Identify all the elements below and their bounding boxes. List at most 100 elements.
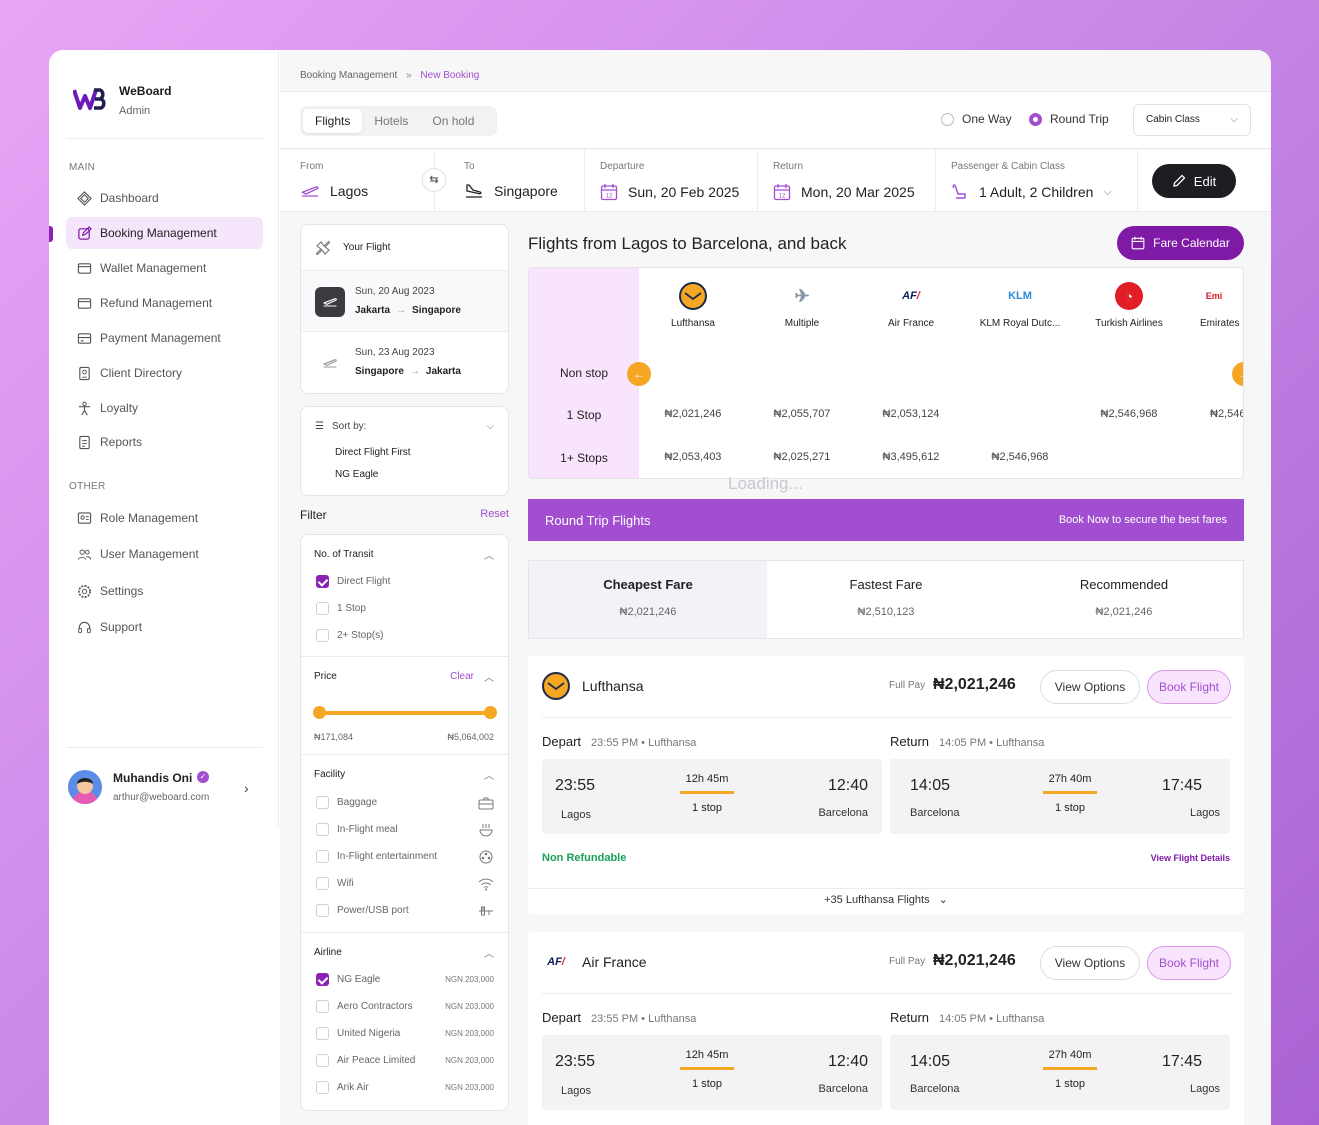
- airline-filter: Airline ︿ NG Eagle NGN 203,000 Aero Cont…: [301, 933, 508, 1111]
- sidebar-item-refund-management[interactable]: Refund Management: [66, 287, 263, 319]
- option-label: In-Flight meal: [337, 824, 398, 835]
- flight-leg[interactable]: Sun, 20 Aug 2023 Jakarta → Singapore: [301, 271, 508, 332]
- airline-option[interactable]: Arik Air: [316, 1081, 369, 1094]
- chevron-up-icon[interactable]: ︿: [484, 673, 494, 684]
- transit-title: No. of Transit: [314, 549, 374, 560]
- fare-calendar-button[interactable]: Fare Calendar: [1117, 226, 1244, 260]
- book-flight-button[interactable]: Book Flight: [1147, 946, 1231, 980]
- matrix-price[interactable]: ₦2,021,246: [664, 408, 722, 420]
- airline-option[interactable]: Aero Contractors: [316, 1000, 413, 1013]
- swap-icon[interactable]: ⇆: [422, 168, 446, 192]
- sidebar-item-settings[interactable]: Settings: [66, 575, 263, 607]
- more-flights-toggle[interactable]: +35 Lufthansa Flights ⌄: [528, 888, 1244, 914]
- sidebar-item-loyalty[interactable]: Loyalty: [66, 392, 263, 424]
- sidebar-item-payment-management[interactable]: Payment Management: [66, 322, 263, 354]
- arrow-left-icon[interactable]: ←: [627, 362, 651, 386]
- from-value: Lagos: [330, 183, 369, 199]
- tab-recommended[interactable]: Recommended ₦2,021,246: [1005, 561, 1243, 638]
- tab-on-hold[interactable]: On hold: [432, 114, 475, 128]
- airline-column-turkish[interactable]: ◔ Turkish Airlines: [1075, 282, 1183, 329]
- matrix-price[interactable]: ₦3,495,612: [882, 451, 940, 463]
- sidebar-item-client-directory[interactable]: Client Directory: [66, 357, 263, 389]
- svg-text:12: 12: [779, 194, 786, 200]
- chevron-up-icon[interactable]: ︿: [484, 949, 494, 960]
- matrix-price[interactable]: ₦2,546: [1210, 408, 1244, 420]
- matrix-price[interactable]: ₦2,546,968: [1100, 408, 1158, 420]
- facility-option[interactable]: Power/USB port: [316, 904, 409, 917]
- sort-option[interactable]: NG Eagle: [335, 469, 379, 480]
- airline-column-emirates[interactable]: Emi Emirates: [1184, 282, 1243, 329]
- one-way-radio[interactable]: One Way: [941, 112, 1012, 126]
- breadcrumb-parent[interactable]: Booking Management: [300, 70, 398, 81]
- tab-cheapest-fare[interactable]: Cheapest Fare ₦2,021,246: [529, 561, 767, 638]
- fare-tab-label: Recommended: [1079, 577, 1169, 592]
- transit-option-1stop[interactable]: 1 Stop: [316, 602, 366, 615]
- reset-button[interactable]: Reset: [480, 508, 509, 520]
- price-slider-max-handle[interactable]: [484, 706, 497, 719]
- airline-column-klm[interactable]: KLM KLM Royal Dutc...: [966, 282, 1074, 329]
- facility-option[interactable]: In-Flight meal: [316, 823, 398, 836]
- outbound-segment[interactable]: 23:55 Lagos 12h 45m 1 stop 12:40 Barcelon…: [542, 759, 882, 834]
- sidebar-item-user-management[interactable]: User Management: [66, 538, 263, 570]
- airline-option[interactable]: United Nigeria: [316, 1027, 400, 1040]
- facility-option[interactable]: Wifi: [316, 877, 354, 890]
- price-slider-track[interactable]: [320, 711, 490, 715]
- matrix-price[interactable]: ₦2,055,707: [773, 408, 831, 420]
- depart-header: Depart 23:55 PM • Lufthansa: [542, 734, 696, 749]
- directory-icon: [79, 366, 90, 380]
- sidebar-item-role-management[interactable]: Role Management: [66, 502, 263, 534]
- to-field[interactable]: To Singapore: [435, 150, 585, 212]
- book-flight-button[interactable]: Book Flight: [1147, 670, 1231, 704]
- sidebar-item-dashboard[interactable]: Dashboard: [66, 182, 263, 214]
- arrow-right-icon[interactable]: →: [1232, 362, 1243, 386]
- tab-flights[interactable]: Flights: [303, 109, 363, 133]
- airline-column-multiple[interactable]: ✈ Multiple: [748, 282, 856, 330]
- sort-card[interactable]: ☰ Sort by: ⌵ Direct Flight First NG Eagle: [300, 406, 509, 496]
- sidebar-item-reports[interactable]: Reports: [66, 426, 263, 458]
- matrix-price[interactable]: ₦2,025,271: [773, 451, 831, 463]
- edit-button[interactable]: Edit: [1152, 164, 1236, 198]
- airline-column-air-france[interactable]: AF / Air France: [857, 282, 965, 329]
- user-profile[interactable]: Muhandis Oni ✓ arthur@weboard.com ›: [66, 764, 263, 808]
- chevron-up-icon[interactable]: ︿: [484, 771, 494, 782]
- sidebar-item-booking-management[interactable]: Booking Management: [66, 217, 263, 249]
- departure-field[interactable]: Departure 12 Sun, 20 Feb 2025: [585, 150, 758, 212]
- plane-icon: [316, 240, 330, 255]
- takeoff-icon: [315, 287, 345, 317]
- airline-column-lufthansa[interactable]: Lufthansa: [639, 282, 747, 329]
- transit-option-2stop[interactable]: 2+ Stop(s): [316, 629, 383, 642]
- from-field[interactable]: From Lagos: [280, 150, 435, 212]
- return-segment[interactable]: 14:05 Barcelona 27h 40m 1 stop 17:45 Lago…: [890, 759, 1230, 834]
- flight-leg[interactable]: Sun, 23 Aug 2023 Singapore → Jakarta: [301, 332, 508, 393]
- airline-option[interactable]: NG Eagle: [316, 973, 380, 986]
- matrix-price[interactable]: ₦2,053,124: [882, 408, 940, 420]
- chevron-up-icon[interactable]: ︿: [484, 551, 494, 562]
- return-segment[interactable]: 14:05 Barcelona 27h 40m 1 stop 17:45 Lago…: [890, 1035, 1230, 1110]
- stops: 1 stop: [1055, 1078, 1085, 1090]
- sidebar-item-wallet-management[interactable]: Wallet Management: [66, 252, 263, 284]
- view-options-button[interactable]: View Options: [1040, 670, 1140, 704]
- top-toolbar: Flights Hotels On hold One Way Round Tri…: [280, 91, 1271, 149]
- view-options-button[interactable]: View Options: [1040, 946, 1140, 980]
- passenger-field[interactable]: Passenger & Cabin Class 1 Adult, 2 Child…: [936, 150, 1138, 212]
- price-slider-min-handle[interactable]: [313, 706, 326, 719]
- view-flight-details-link[interactable]: View Flight Details: [1150, 853, 1230, 863]
- return-field[interactable]: Return 12 Mon, 20 Mar 2025: [758, 150, 936, 212]
- tab-hotels[interactable]: Hotels: [374, 114, 409, 128]
- sort-option[interactable]: Direct Flight First: [335, 447, 411, 458]
- outbound-segment[interactable]: 23:55 Lagos 12h 45m 1 stop 12:40 Barcelon…: [542, 1035, 882, 1110]
- transit-option-direct[interactable]: Direct Flight: [316, 575, 390, 588]
- facility-option[interactable]: In-Flight entertainment: [316, 850, 437, 863]
- clear-button[interactable]: Clear: [450, 671, 474, 682]
- sidebar-item-support[interactable]: Support: [66, 611, 263, 643]
- tab-fastest-fare[interactable]: Fastest Fare ₦2,510,123: [767, 561, 1005, 638]
- duration-bar: [680, 1067, 734, 1070]
- round-trip-radio[interactable]: Round Trip: [1029, 112, 1109, 126]
- cabin-class-select[interactable]: Cabin Class ⌵: [1133, 104, 1251, 136]
- chevron-right-icon[interactable]: ›: [244, 780, 249, 796]
- matrix-price[interactable]: ₦2,053,403: [664, 451, 722, 463]
- matrix-price[interactable]: ₦2,546,968: [991, 451, 1049, 463]
- fare-tab-label: Cheapest Fare: [603, 577, 693, 592]
- facility-option[interactable]: Baggage: [316, 796, 377, 809]
- airline-option[interactable]: Air Peace Limited: [316, 1054, 415, 1067]
